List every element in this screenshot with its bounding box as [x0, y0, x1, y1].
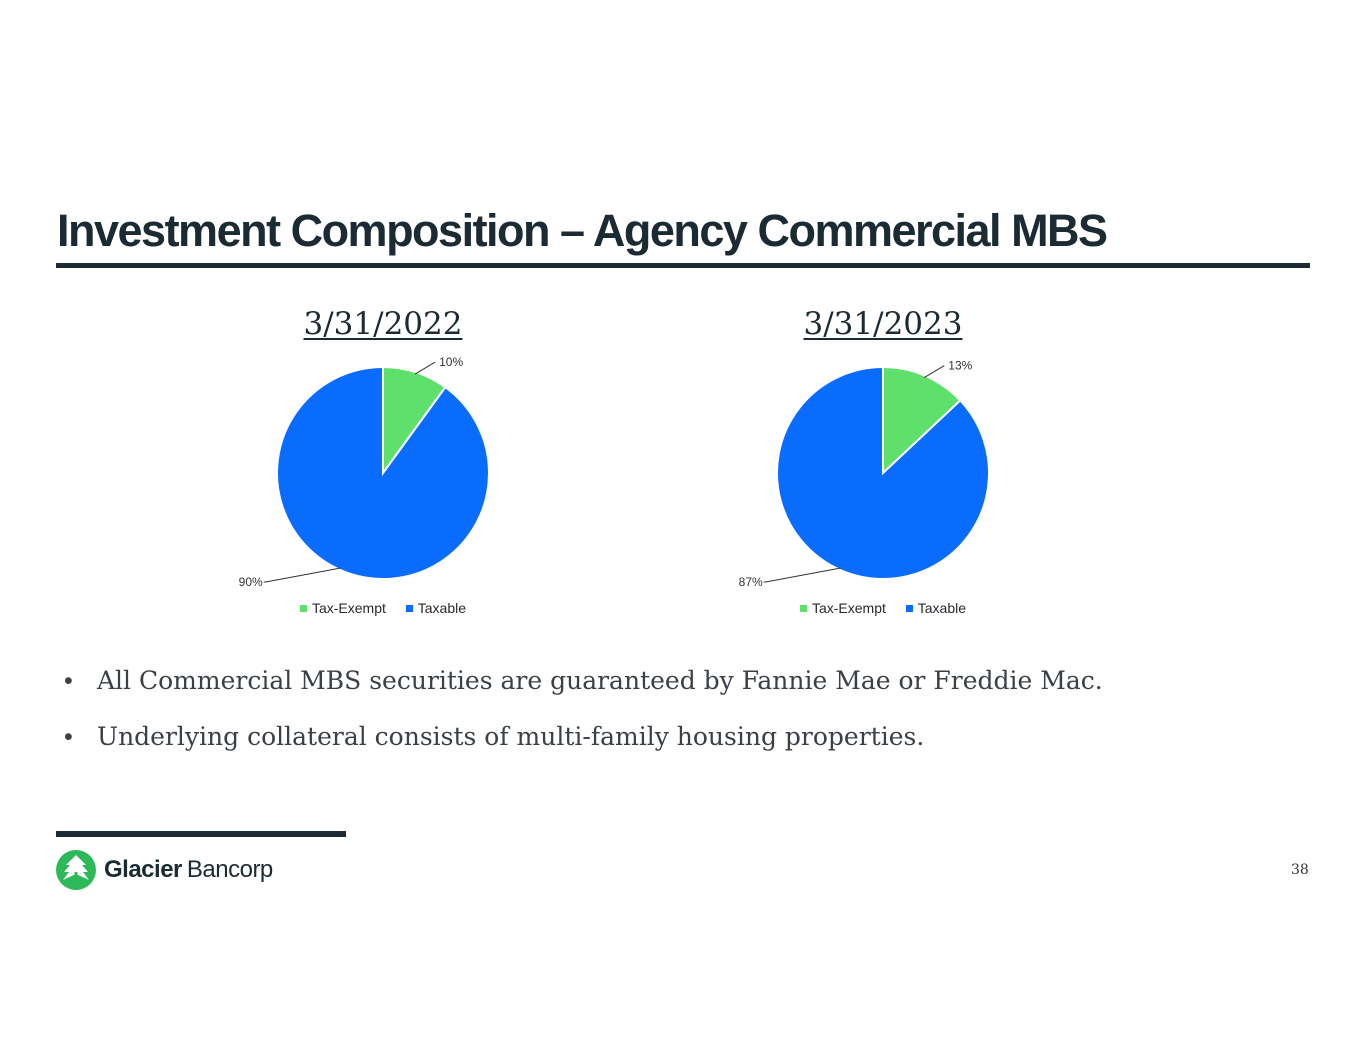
- data-label: 10%: [439, 355, 463, 369]
- legend-item-tax-exempt: Tax-Exempt: [799, 600, 886, 616]
- pie-svg: 10% 90%: [239, 355, 490, 589]
- footer-rule: [56, 831, 346, 837]
- page-number: 38: [1291, 862, 1309, 878]
- leader-line: [414, 361, 436, 375]
- legend-swatch: [799, 604, 807, 612]
- bullet-item: • All Commercial MBS securities are guara…: [64, 666, 1103, 695]
- bullet-list: • All Commercial MBS securities are guara…: [64, 666, 1103, 778]
- leader-line: [763, 567, 841, 583]
- legend-label: Taxable: [417, 600, 467, 616]
- leader-line: [924, 365, 945, 378]
- pie-slice-taxable: [776, 365, 990, 580]
- pie-svg: 13% 87%: [739, 359, 990, 589]
- legend-item-taxable: Taxable: [405, 600, 467, 616]
- page-title: Investment Composition – Agency Commerci…: [57, 205, 1108, 256]
- data-label: 90%: [239, 575, 263, 589]
- legend-swatch: [905, 604, 913, 612]
- legend-label: Tax-Exempt: [811, 600, 886, 616]
- bullet-item: • Underlying collateral consists of multi…: [64, 722, 925, 751]
- chart-title: 3/31/2022: [303, 306, 463, 342]
- chart-title: 3/31/2023: [803, 306, 963, 342]
- pie-slice-tax-exempt: [882, 365, 962, 476]
- pie-chart-2022: 3/31/2022 10% 90% Tax-Exempt Taxable: [173, 300, 593, 630]
- logo-text-glacier: Glacier: [104, 856, 182, 883]
- glacier-logo-icon: [56, 850, 96, 890]
- title-underline: [56, 263, 1310, 268]
- legend-item-taxable: Taxable: [905, 600, 967, 616]
- data-label: 87%: [739, 575, 763, 589]
- leader-line: [263, 567, 341, 583]
- legend-swatch: [405, 604, 413, 612]
- data-label: 13%: [948, 359, 972, 373]
- pie-chart-2023: 3/31/2023 13% 87% Tax-Exempt Taxable: [673, 300, 1093, 630]
- pie-slice-taxable: [276, 365, 490, 580]
- company-logo: Glacier Bancorp: [56, 850, 273, 890]
- chart-legend: Tax-Exempt Taxable: [673, 600, 1093, 616]
- legend-label: Tax-Exempt: [311, 600, 386, 616]
- legend-label: Taxable: [917, 600, 967, 616]
- bullet-text: All Commercial MBS securities are guaran…: [97, 666, 1103, 695]
- legend-item-tax-exempt: Tax-Exempt: [299, 600, 386, 616]
- logo-text-bancorp: Bancorp: [186, 856, 273, 883]
- chart-legend: Tax-Exempt Taxable: [173, 600, 593, 616]
- legend-swatch: [299, 604, 307, 612]
- bullet-text: Underlying collateral consists of multi-…: [97, 722, 925, 751]
